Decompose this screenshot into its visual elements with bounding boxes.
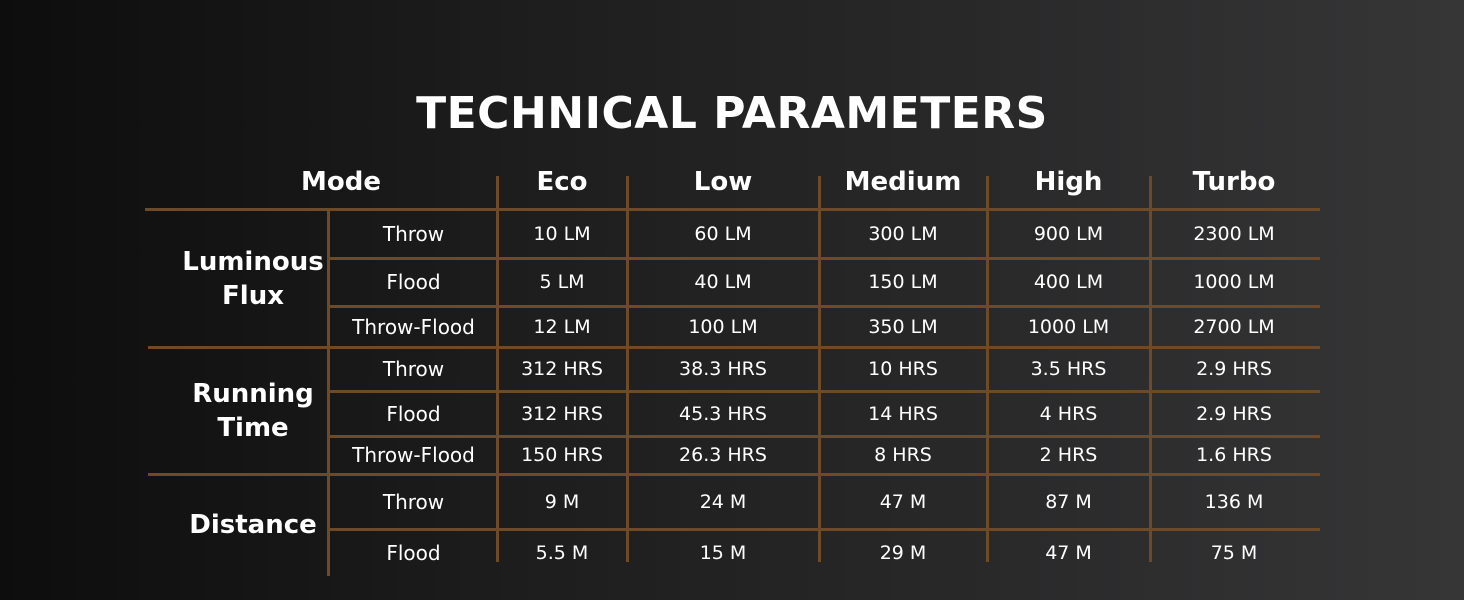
row-rule (330, 257, 1320, 260)
group-label: Running Time (192, 378, 314, 443)
column-divider (626, 210, 629, 562)
row-label: Flood (386, 540, 441, 565)
group-label: Distance (189, 510, 317, 540)
row-rule (148, 473, 1320, 476)
value-cell: 9 M (544, 490, 580, 513)
value-cell: 3.5 HRS (1030, 358, 1107, 380)
value-cell: 312 HRS (521, 402, 603, 425)
row-rule (330, 435, 1320, 438)
header-divider (626, 176, 629, 210)
value-cell: 136 M (1204, 490, 1264, 513)
value-cell: 100 LM (688, 315, 758, 338)
value-cell: 29 M (879, 541, 927, 564)
header-divider (1149, 176, 1152, 210)
value-cell: 26.3 HRS (679, 444, 767, 466)
value-cell: 12 LM (533, 315, 591, 338)
value-cell: 1000 LM (1193, 271, 1275, 293)
column-divider (986, 210, 989, 562)
value-cell: 1000 LM (1027, 315, 1110, 338)
value-cell: 2.9 HRS (1196, 402, 1272, 425)
row-label: Throw-Flood (352, 443, 475, 467)
value-cell: 10 LM (533, 223, 591, 245)
row-rule (330, 528, 1320, 531)
value-cell: 8 HRS (874, 444, 932, 466)
value-cell: 40 LM (694, 271, 752, 293)
value-cell: 15 M (699, 541, 747, 564)
value-cell: 4 HRS (1039, 402, 1098, 425)
value-cell: 312 HRS (521, 358, 603, 380)
page-title: TECHNICAL PARAMETERS (416, 88, 1048, 139)
row-label: Flood (386, 401, 441, 426)
row-label: Throw-Flood (352, 314, 475, 339)
row-rule (330, 390, 1320, 393)
value-cell: 2700 LM (1193, 315, 1275, 338)
header-divider (986, 176, 989, 210)
value-cell: 60 LM (694, 223, 752, 245)
value-cell: 87 M (1045, 490, 1092, 513)
value-cell: 45.3 HRS (679, 402, 767, 425)
column-divider (818, 210, 821, 562)
value-cell: 47 M (1045, 541, 1092, 564)
value-cell: 5.5 M (535, 541, 589, 564)
header-mode-turbo: Turbo (1192, 166, 1276, 197)
value-cell: 350 LM (868, 315, 938, 338)
value-cell: 2300 LM (1193, 223, 1275, 245)
value-cell: 150 LM (868, 271, 938, 293)
header-mode-low: Low (693, 166, 753, 197)
row-label: Throw (382, 489, 445, 514)
value-cell: 300 LM (868, 223, 938, 245)
column-divider (1149, 210, 1152, 562)
header-mode-eco: Eco (536, 166, 588, 197)
value-cell: 2.9 HRS (1196, 358, 1272, 380)
value-cell: 75 M (1210, 541, 1258, 564)
header-mode-medium: Medium (844, 166, 962, 197)
row-rule (148, 346, 1320, 349)
header-mode: Mode (301, 166, 381, 197)
value-cell: 150 HRS (521, 444, 603, 466)
value-cell: 38.3 HRS (679, 358, 767, 380)
value-cell: 47 M (879, 490, 927, 513)
column-divider (327, 210, 330, 576)
value-cell: 24 M (699, 490, 747, 513)
value-cell: 900 LM (1033, 223, 1104, 245)
row-rule (330, 305, 1320, 308)
header-rule (145, 208, 1320, 211)
value-cell: 14 HRS (868, 402, 938, 425)
value-cell: 400 LM (1033, 271, 1104, 293)
header-divider (818, 176, 821, 210)
header-mode-high: High (1034, 166, 1103, 197)
column-divider (496, 210, 499, 562)
value-cell: 5 LM (539, 271, 585, 293)
header-divider (496, 176, 499, 210)
value-cell: 2 HRS (1039, 444, 1098, 466)
value-cell: 1.6 HRS (1196, 444, 1272, 466)
row-label: Flood (386, 270, 441, 294)
group-label: Luminous Flux (182, 246, 324, 311)
value-cell: 10 HRS (868, 358, 938, 380)
row-label: Throw (382, 357, 445, 381)
row-label: Throw (382, 222, 445, 246)
